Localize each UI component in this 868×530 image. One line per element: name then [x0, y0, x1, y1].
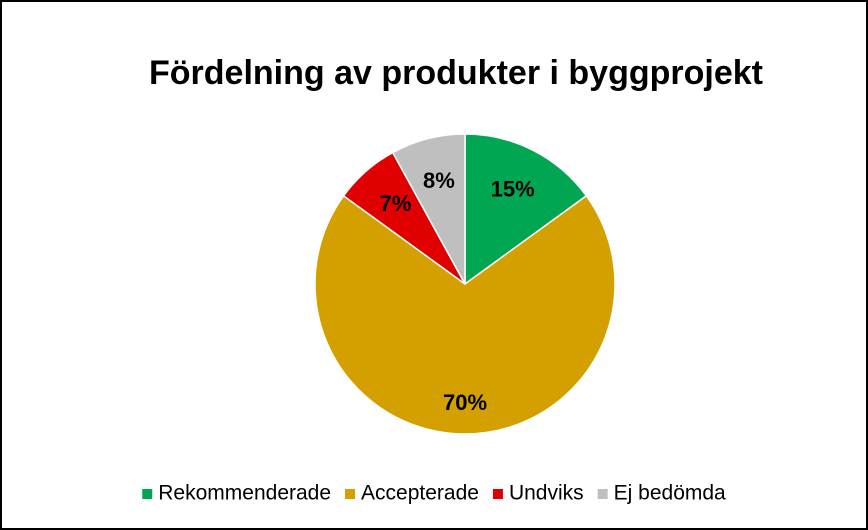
legend-swatch: [142, 489, 153, 499]
legend-label: Undviks: [509, 482, 584, 505]
data-label: 8%: [423, 168, 455, 193]
legend-swatch: [492, 489, 503, 499]
data-label: 70%: [443, 390, 487, 415]
legend-label: Accepterade: [361, 482, 479, 505]
legend-swatch: [345, 489, 356, 499]
legend-label: Rekommenderade: [158, 482, 331, 505]
pie-slice: [391, 133, 466, 285]
legend-label: Ej bedömda: [614, 482, 726, 505]
data-label: 7%: [380, 191, 412, 216]
pie-slice: [464, 133, 588, 286]
legend-swatch: [597, 489, 608, 499]
pie-slice: [314, 194, 616, 435]
data-label: 15%: [491, 176, 535, 201]
chart-title: Fördelning av produkter i byggprojekt: [149, 54, 763, 92]
